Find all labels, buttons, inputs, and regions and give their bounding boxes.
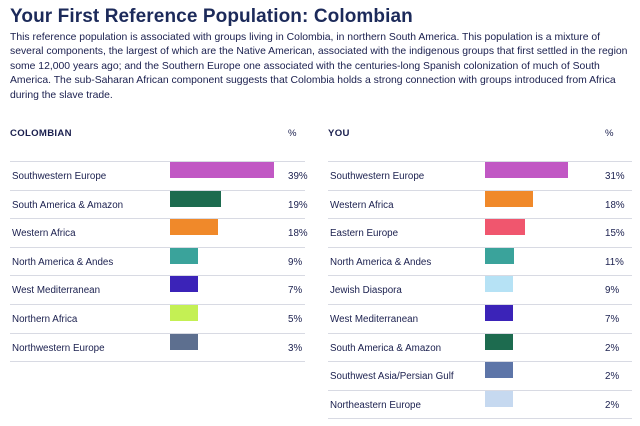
you-row-label: Western Africa (330, 199, 394, 211)
you-row-label: Northeastern Europe (330, 399, 421, 411)
colombian-row-label: Northwestern Europe (12, 342, 105, 354)
colombian-row-value: 19% (288, 199, 308, 211)
colombian-row-bar (170, 190, 221, 207)
you-header: YOU % (328, 128, 632, 142)
colombian-row-value: 39% (288, 171, 308, 182)
colombian-row-label: Southwestern Europe (12, 171, 107, 182)
colombian-row: North America & Andes 9% (10, 247, 305, 277)
you-row-bar (485, 162, 568, 178)
you-rows: Southwestern Europe 31% Western Africa 18% E… (328, 161, 632, 420)
colombian-row: Northern Africa 5% (10, 304, 305, 334)
colombian-row: Southwestern Europe 39% (10, 162, 308, 191)
colombian-row-bar (170, 219, 218, 236)
colombian-row-value: 5% (288, 313, 303, 325)
you-row-bar (485, 276, 513, 293)
you-row-label: West Mediterranean (330, 313, 419, 325)
colombian-row: West Mediterranean 7% (10, 276, 305, 305)
colombian-row-label: Western Africa (12, 228, 76, 240)
you-pct-heading: % (605, 128, 614, 139)
you-row-label: Southwestern Europe (330, 171, 425, 182)
colombian-heading: COLOMBIAN (10, 128, 72, 139)
colombian-row-bar (170, 162, 274, 178)
you-row: Jewish Diaspora 9% (328, 276, 632, 305)
you-row: Western Africa 18% (328, 190, 632, 220)
page-title: Your First Reference Population: Colombi… (10, 6, 413, 27)
colombian-row: South America & Amazon 19% (10, 190, 308, 220)
you-row-bar (485, 190, 533, 207)
colombian-row: Western Africa 18% (10, 219, 308, 248)
colombian-row-bar (170, 333, 198, 350)
colombian-row-bar (170, 304, 198, 321)
you-row-bar (485, 219, 525, 236)
you-row-value: 15% (605, 228, 625, 240)
you-row-value: 7% (605, 313, 620, 325)
colombian-header: COLOMBIAN % (10, 128, 305, 142)
colombian-row-value: 7% (288, 285, 303, 297)
colombian-row-bar (170, 247, 198, 264)
colombian-rows: Southwestern Europe 39% South America & Am… (10, 161, 308, 363)
you-row-value: 18% (605, 199, 625, 211)
colombian-row-label: South America & Amazon (12, 199, 124, 211)
you-row-value: 31% (605, 171, 625, 182)
you-row-value: 11% (605, 256, 624, 268)
you-row: Southwest Asia/Persian Gulf 2% (328, 362, 632, 391)
colombian-row-label: West Mediterranean (12, 285, 101, 297)
you-row-label: South America & Amazon (330, 342, 442, 354)
you-row-bar (485, 333, 513, 350)
you-row-value: 9% (605, 285, 620, 297)
you-row: Northeastern Europe 2% (328, 390, 632, 420)
you-row-label: Jewish Diaspora (330, 285, 402, 297)
colombian-row-value: 3% (288, 342, 303, 354)
colombian-pct-heading: % (288, 128, 297, 139)
you-panel: YOU % Southwestern Europe 31% Western Afri… (328, 128, 632, 420)
you-row-bar (485, 390, 513, 407)
you-row: Southwestern Europe 31% (328, 162, 632, 191)
you-row-value: 2% (605, 342, 620, 354)
you-row-bar (485, 304, 513, 321)
colombian-row-bar (170, 276, 198, 293)
you-row: West Mediterranean 7% (328, 304, 632, 334)
you-row-bar (485, 247, 515, 264)
colombian-row-label: Northern Africa (12, 313, 78, 325)
population-description: This reference population is associated … (10, 32, 628, 101)
you-row-label: Southwest Asia/Persian Gulf (330, 371, 454, 383)
colombian-row-value: 18% (288, 228, 308, 240)
you-row-label: North America & Andes (330, 256, 432, 268)
you-row-label: Eastern Europe (330, 228, 399, 240)
you-row-value: 2% (605, 371, 620, 383)
colombian-row-label: North America & Andes (12, 256, 114, 268)
you-heading: YOU (328, 128, 350, 139)
colombian-panel: COLOMBIAN % Southwestern Europe 39% South … (10, 128, 308, 363)
you-row: North America & Andes 11% (328, 247, 632, 277)
colombian-row-value: 9% (288, 256, 303, 268)
you-row-value: 2% (605, 399, 620, 411)
you-row: South America & Amazon 2% (328, 333, 632, 363)
you-row-bar (485, 362, 513, 379)
you-row: Eastern Europe 15% (328, 219, 632, 248)
colombian-row: Northwestern Europe 3% (10, 333, 305, 363)
